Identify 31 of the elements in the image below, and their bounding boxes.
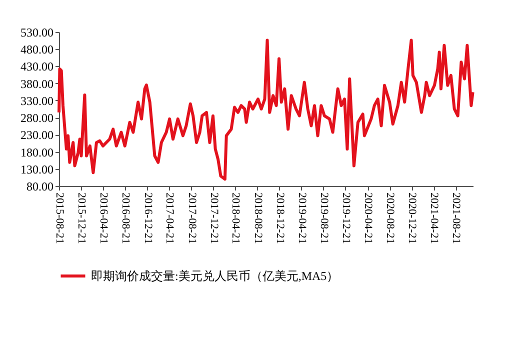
x-tick-label: 2017-04-21 [164,192,176,244]
x-tick-label: 2018-12-21 [274,192,286,244]
x-tick-label: 2016-12-21 [142,192,154,244]
x-tick-label: 2020-12-21 [406,192,418,244]
x-tick-label: 2019-04-21 [296,192,308,244]
x-tick-label: 2018-04-21 [230,192,242,244]
x-tick-label: 2015-08-21 [54,192,66,244]
x-tick-label: 2019-12-21 [340,192,352,244]
x-tick-label: 2019-08-21 [318,192,330,244]
y-tick-label: 130.00 [20,162,54,176]
x-tick-label: 2016-08-21 [120,192,132,244]
legend-label: 即期询价成交量:美元兑人民币（亿美元,MA5） [91,269,339,283]
y-tick-label: 330.00 [20,94,54,108]
y-tick-label: 430.00 [20,60,54,74]
x-tick-label: 2021-08-21 [450,192,462,244]
y-tick-label: 80.00 [26,180,54,194]
y-tick-label: 280.00 [20,111,54,126]
line-series [58,38,474,181]
y-tick-label: 380.00 [20,76,54,91]
x-tick-label: 2017-08-21 [186,192,198,244]
y-tick-label: 180.00 [20,145,54,160]
y-tick-label: 230.00 [20,128,54,142]
x-tick-label: 2020-04-21 [362,192,374,244]
y-tick-label: 530.00 [20,26,54,40]
y-tick-label: 480.00 [20,42,54,57]
x-tick-label: 2021-04-21 [428,192,440,244]
x-tick-label: 2017-12-21 [208,192,220,244]
x-tick-label: 2015-12-21 [76,192,88,244]
x-tick-label: 2020-08-21 [384,192,396,244]
x-tick-label: 2016-04-21 [98,192,110,244]
x-tick-label: 2018-08-21 [252,192,264,244]
